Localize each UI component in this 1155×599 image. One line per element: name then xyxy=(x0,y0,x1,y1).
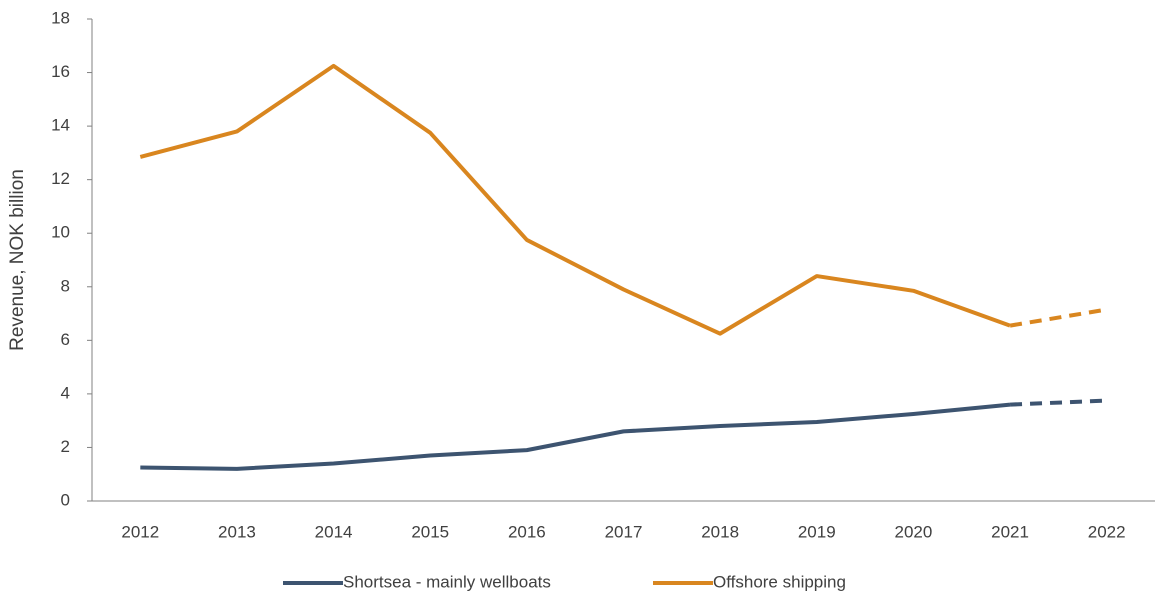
y-tick-label: 14 xyxy=(51,116,70,135)
x-tick-label: 2022 xyxy=(1088,522,1126,541)
y-axis-title: Revenue, NOK billion xyxy=(7,169,28,351)
x-tick-label: 2018 xyxy=(701,522,739,541)
x-tick-label: 2019 xyxy=(798,522,836,541)
x-tick-label: 2013 xyxy=(218,522,256,541)
legend-label: Shortsea - mainly wellboats xyxy=(343,572,551,591)
x-tick-label: 2016 xyxy=(508,522,546,541)
legend-label: Offshore shipping xyxy=(713,572,846,591)
y-tick-label: 4 xyxy=(61,383,70,402)
x-tick-label: 2017 xyxy=(605,522,643,541)
y-tick-label: 8 xyxy=(61,276,70,295)
x-tick-label: 2020 xyxy=(894,522,932,541)
y-tick-label: 2 xyxy=(61,437,70,456)
series-line xyxy=(140,402,1011,471)
y-tick-label: 16 xyxy=(51,62,70,81)
x-tick-label: 2021 xyxy=(991,522,1029,541)
y-tick-label: 12 xyxy=(51,169,70,188)
x-tick-label: 2015 xyxy=(411,522,449,541)
y-tick-label: 18 xyxy=(51,8,70,27)
x-tick-label: 2012 xyxy=(121,522,159,541)
series-line xyxy=(139,63,1011,336)
y-tick-label: 10 xyxy=(51,223,70,242)
x-tick-label: 2014 xyxy=(315,522,353,541)
forecast-line xyxy=(1009,307,1108,328)
forecast-line xyxy=(1009,398,1107,407)
y-tick-label: 0 xyxy=(61,490,70,509)
y-tick-label: 6 xyxy=(61,330,70,349)
